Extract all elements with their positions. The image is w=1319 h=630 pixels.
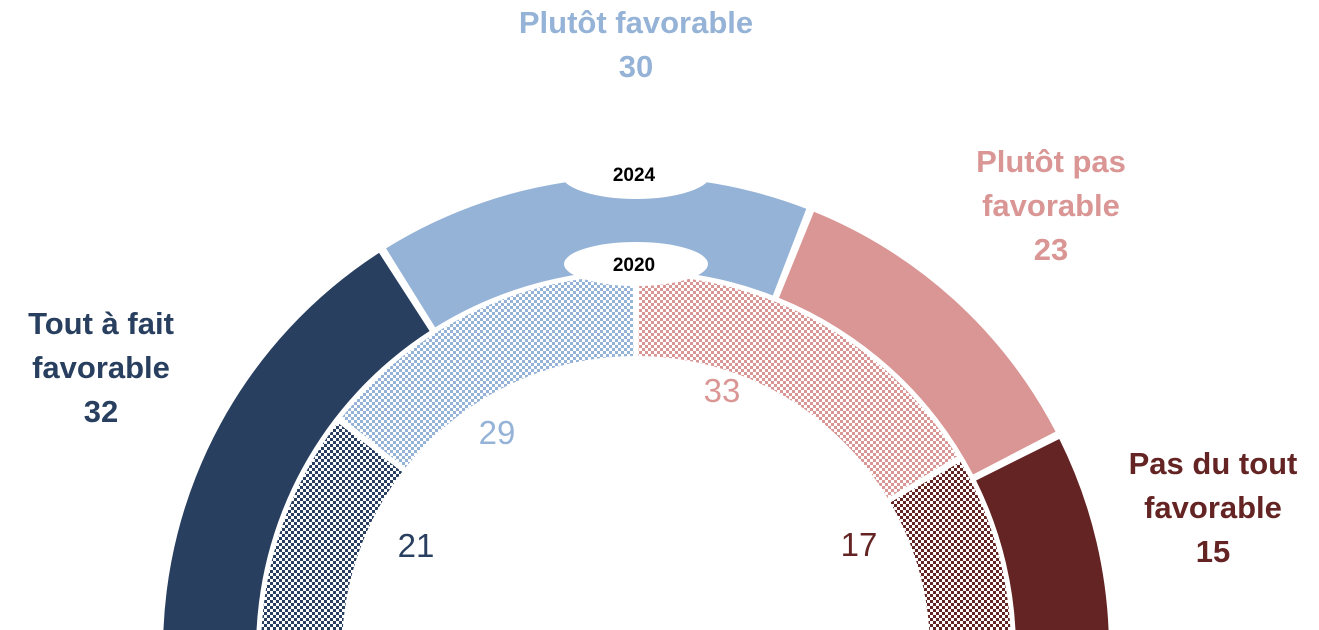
value-2024-plutot-pas-favorable: 23	[1034, 232, 1068, 267]
value-2020-tout-a-fait-favorable: 21	[398, 527, 435, 564]
value-2024-plutot-favorable: 30	[619, 49, 653, 84]
slice-2020-plutot-pas-favorable	[638, 275, 958, 499]
value-2024-tout-a-fait-favorable: 32	[84, 394, 118, 429]
year-badge-2024	[561, 149, 711, 199]
category-name-line: favorable	[1144, 490, 1282, 525]
slice-2024-plutot-pas-favorable	[778, 211, 1056, 475]
label-plutot-favorable: Plutôt favorable 30	[519, 5, 753, 84]
category-name-line: favorable	[982, 188, 1120, 223]
category-name-line: Pas du tout	[1129, 446, 1298, 481]
slice-2020-pas-du-tout-favorable	[890, 461, 1011, 630]
label-plutot-pas-favorable: Plutôt pas favorable 23	[976, 144, 1126, 267]
year-label-2020: 2020	[613, 255, 655, 276]
slice-2020-tout-a-fait-favorable	[261, 422, 403, 630]
value-2020-plutot-favorable: 29	[479, 414, 516, 451]
category-name-line: favorable	[32, 350, 170, 385]
value-2024-pas-du-tout-favorable: 15	[1196, 534, 1230, 569]
slice-separator	[380, 248, 435, 332]
category-name-line: Plutôt pas	[976, 144, 1126, 179]
year-label-2024: 2024	[613, 165, 656, 186]
category-name-line: Plutôt favorable	[519, 5, 753, 40]
slice-2020-plutot-favorable	[341, 275, 634, 468]
label-pas-du-tout-favorable: Pas du tout favorable 15	[1129, 446, 1298, 569]
value-2020-pas-du-tout-favorable: 17	[841, 526, 878, 563]
slice-2024-tout-a-fait-favorable	[163, 252, 430, 630]
inner-value-labels: 21 29 33 17	[398, 372, 878, 564]
category-labels: Tout à fait favorable 32 Plutôt favorable 30…	[28, 5, 1297, 569]
year-badge-2020	[564, 242, 708, 286]
inner-ring-2020	[261, 275, 1011, 630]
value-2020-plutot-pas-favorable: 33	[704, 372, 741, 409]
slice-2024-pas-du-tout-favorable	[976, 438, 1109, 630]
label-tout-a-fait-favorable: Tout à fait favorable 32	[28, 306, 174, 429]
slice-separator	[972, 433, 1060, 480]
year-badges: 2024 2020	[561, 149, 711, 286]
category-name-line: Tout à fait	[28, 306, 174, 341]
slice-separator	[773, 207, 813, 300]
